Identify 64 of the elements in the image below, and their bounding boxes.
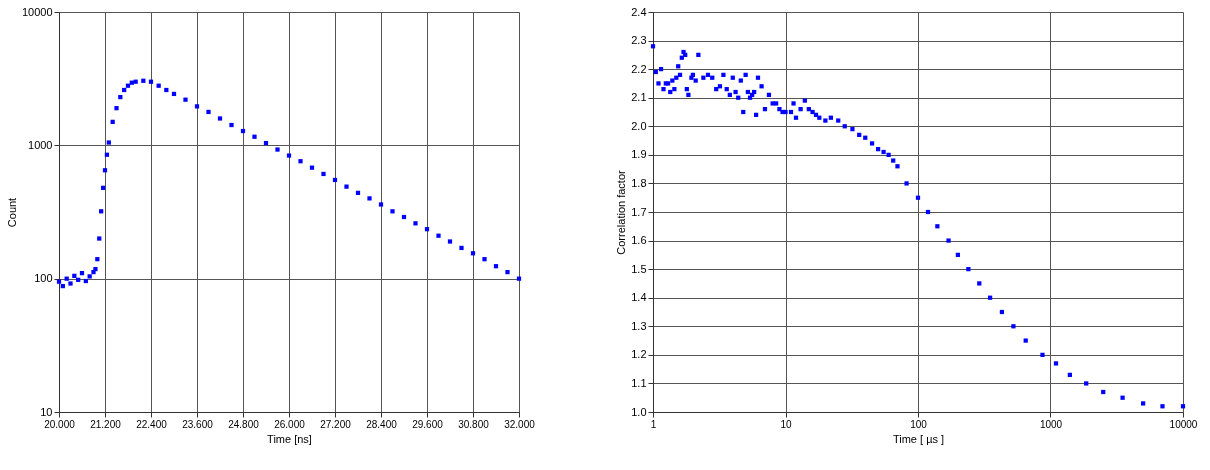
- x-tick-label: 1: [650, 418, 657, 430]
- x-tick-label: 100: [910, 418, 928, 430]
- x-tick-label: 30.800: [458, 418, 490, 430]
- point: [206, 109, 211, 115]
- point: [97, 236, 102, 241]
- y-tick-label: 2.0: [631, 119, 647, 132]
- y-tick-label: 1.2: [631, 348, 647, 361]
- x-axis-title: Time [ µs ]: [892, 432, 945, 445]
- point: [183, 97, 188, 102]
- x-tick-label: 10000: [1169, 418, 1198, 430]
- point: [482, 257, 487, 262]
- x-tick-label: 10: [780, 418, 792, 430]
- y-tick-label: 10: [40, 405, 53, 418]
- x-tick-label: 22.400: [136, 418, 168, 430]
- point: [106, 140, 111, 145]
- x-tick-label: 32.000: [504, 418, 536, 430]
- y-tick-label: 2.1: [631, 91, 647, 104]
- point: [344, 184, 349, 189]
- y-tick-label: 1.7: [631, 205, 647, 218]
- y-tick-label: 1.1: [631, 376, 647, 389]
- point: [252, 134, 257, 139]
- y-tick-label: 10000: [21, 5, 53, 18]
- point: [459, 245, 464, 251]
- y-tick-label: 1.6: [631, 234, 647, 247]
- y-tick-label: 1.9: [631, 148, 647, 161]
- x-tick-label: 20.000: [44, 418, 76, 430]
- point: [321, 171, 326, 177]
- x-tick-label: 23.600: [182, 418, 214, 430]
- y-tick-label: 1.5: [631, 262, 647, 275]
- point: [93, 266, 98, 272]
- y-tick-label: 2.3: [631, 34, 647, 47]
- point: [390, 209, 395, 214]
- y-tick-label: 1.3: [631, 319, 647, 332]
- point: [447, 239, 453, 244]
- y-tick-label: 1.4: [631, 291, 647, 304]
- point: [275, 147, 280, 152]
- x-tick-label: 28.400: [366, 418, 398, 430]
- point: [367, 196, 372, 201]
- point: [436, 233, 441, 238]
- y-tick-label: 2.2: [631, 62, 647, 75]
- point: [114, 106, 119, 111]
- x-tick-label: 1000: [1039, 418, 1063, 430]
- y-tick-label: 100: [34, 272, 53, 285]
- x-tick-label: 21.200: [90, 418, 122, 430]
- point: [505, 269, 510, 275]
- point: [378, 202, 384, 207]
- x-tick-label: 24.800: [228, 418, 260, 430]
- point: [68, 281, 73, 286]
- y-tick-label: 1.0: [631, 405, 647, 418]
- point: [298, 159, 303, 164]
- point: [229, 122, 234, 128]
- point: [217, 116, 223, 121]
- x-tick-label: 29.600: [412, 418, 444, 430]
- x-axis-title: Time [ns]: [267, 432, 312, 445]
- x-tick-label: 26.000: [274, 418, 306, 430]
- point: [87, 274, 92, 279]
- y-tick-label: 1.8: [631, 176, 647, 189]
- y-tick-label: 2.4: [631, 5, 647, 18]
- y-axis-title: Count: [5, 197, 18, 228]
- y-axis-title: Correlation factor: [615, 169, 628, 255]
- x-tick-label: 27.200: [320, 418, 352, 430]
- y-tick-label: 1000: [28, 138, 53, 151]
- point: [413, 221, 418, 226]
- point: [286, 153, 292, 158]
